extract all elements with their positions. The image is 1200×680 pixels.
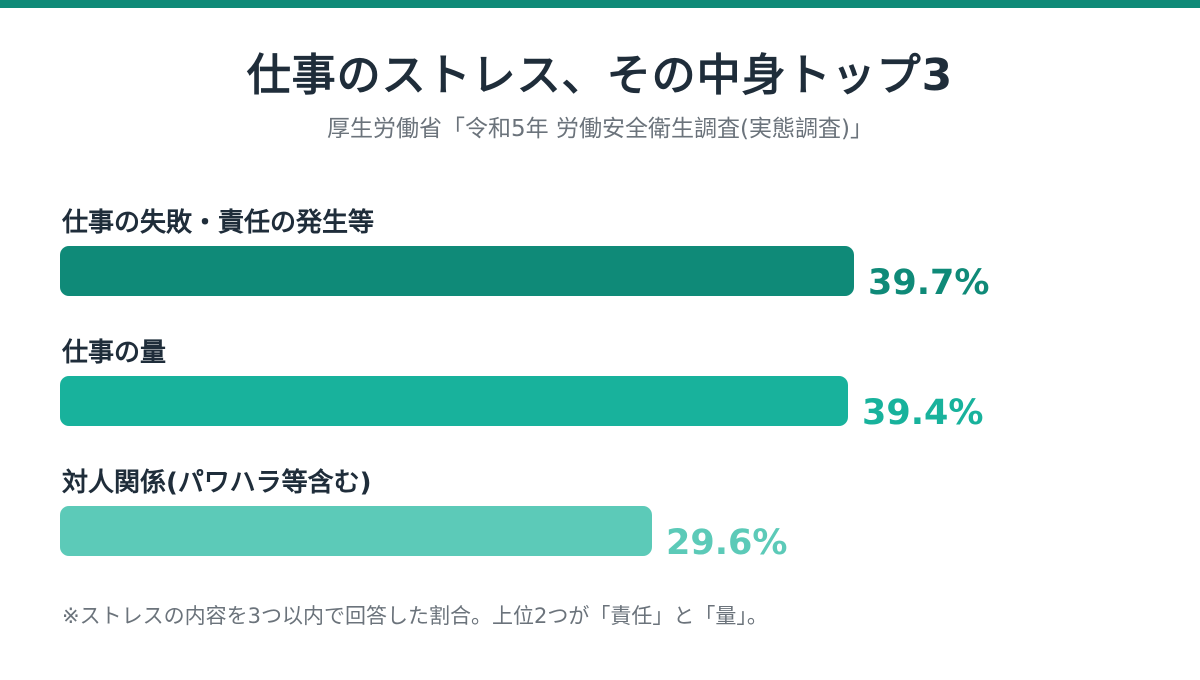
value-label: 39.4% [862, 393, 984, 433]
chart-subtitle: 厚生労働省「令和5年 労働安全衛生調査(実態調査)」 [327, 116, 873, 142]
category-label: 仕事の量 [62, 338, 167, 368]
top-accent-bar [0, 0, 1200, 8]
chart-title: 仕事のストレス、その中身トップ3 [246, 50, 954, 101]
value-label: 29.6% [666, 523, 788, 563]
bar [60, 376, 848, 426]
value-label: 39.7% [868, 263, 990, 303]
bar [60, 246, 854, 296]
category-label: 対人関係(パワハラ等含む) [62, 468, 372, 498]
category-label: 仕事の失敗・責任の発生等 [62, 208, 375, 238]
bar [60, 506, 652, 556]
footnote: ※ストレスの内容を3つ以内で回答した割合。上位2つが「責任」と「量」。 [62, 604, 768, 628]
